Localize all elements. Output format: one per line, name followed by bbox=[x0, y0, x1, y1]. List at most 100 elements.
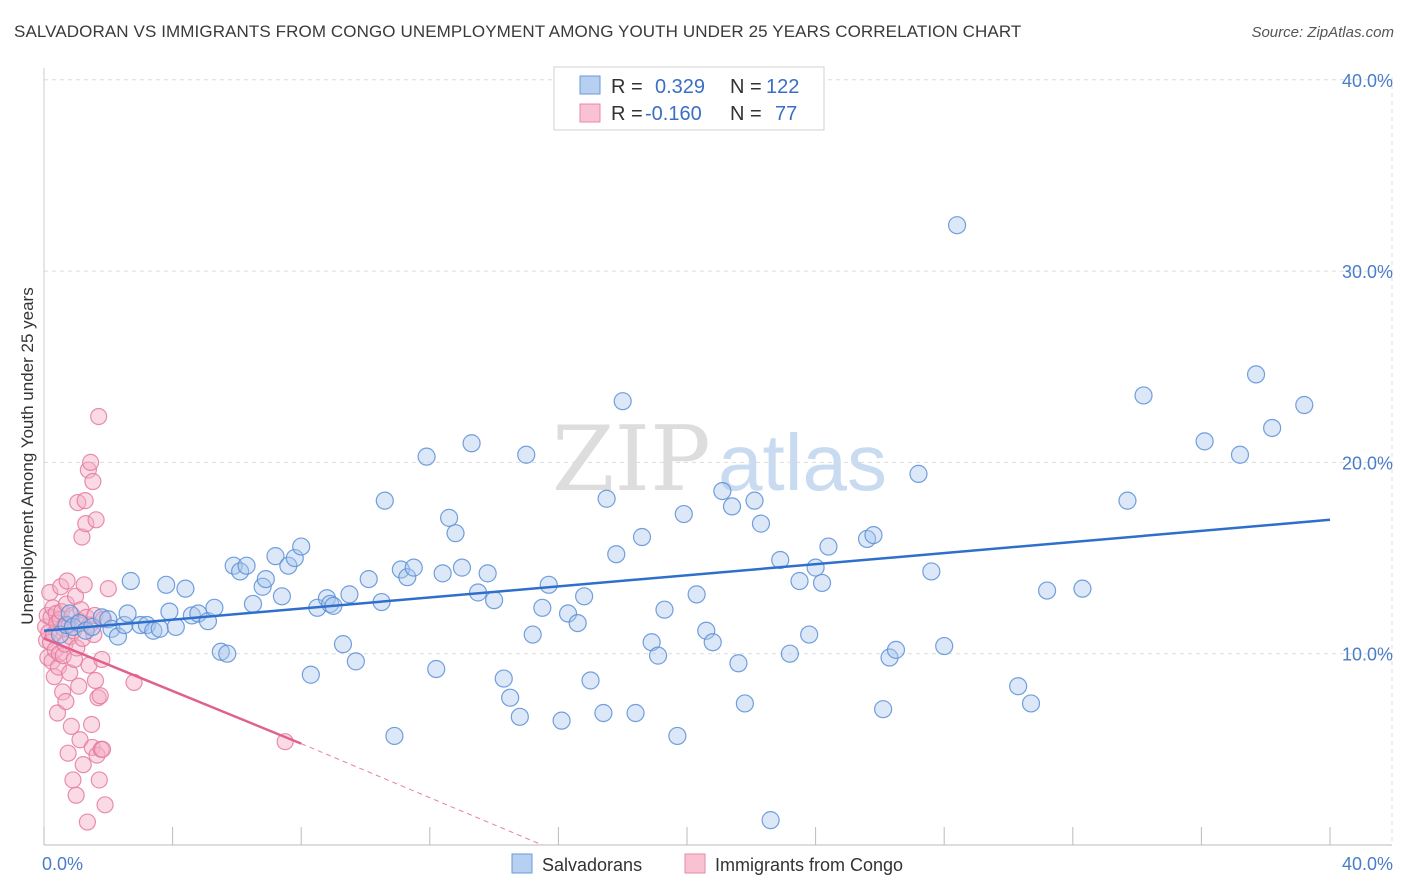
x-tick-labels: 0.0% 40.0% bbox=[42, 854, 1393, 874]
salvadoran-point bbox=[729, 654, 748, 673]
salvadoran-point bbox=[780, 644, 799, 663]
salvadoran-point bbox=[819, 537, 838, 556]
salvadoran-point bbox=[118, 604, 137, 623]
salvadoran-point bbox=[182, 606, 201, 625]
salvadoran-point bbox=[176, 579, 195, 598]
salvadoran-point bbox=[292, 537, 311, 556]
salvadoran-point bbox=[1134, 386, 1153, 405]
salvadoran-point bbox=[668, 726, 687, 746]
series-salvadorans bbox=[50, 216, 1314, 830]
y-tick-label: 10.0% bbox=[1342, 645, 1393, 665]
salvadoran-point bbox=[1118, 491, 1137, 510]
salvadoran-point bbox=[157, 575, 176, 594]
salvadoran-point bbox=[375, 491, 394, 510]
x-tick-label: 40.0% bbox=[1342, 854, 1393, 874]
legend-box: R = 0.329 N = 122 R = -0.160 N = 77 bbox=[553, 66, 825, 131]
salvadoran-point bbox=[568, 613, 587, 633]
legend-n-value-1: 122 bbox=[766, 76, 799, 98]
salvadoran-point bbox=[462, 434, 481, 453]
congo-trend-extension bbox=[301, 743, 543, 846]
salvadoran-point bbox=[439, 508, 459, 527]
salvadoran-point bbox=[648, 646, 668, 665]
salvadoran-point bbox=[947, 216, 967, 235]
salvadoran-point bbox=[398, 568, 417, 587]
salvadoran-point bbox=[1037, 581, 1057, 600]
salvadoran-point bbox=[575, 587, 594, 606]
salvadoran-point bbox=[150, 619, 169, 638]
salvadoran-point bbox=[1009, 677, 1028, 696]
salvadoran-point bbox=[597, 489, 616, 508]
trend-lines bbox=[43, 518, 1331, 846]
congo-point bbox=[90, 407, 108, 426]
salvadoran-point bbox=[485, 591, 504, 610]
salvadoran-point bbox=[523, 625, 542, 644]
salvadoran-point bbox=[404, 558, 423, 577]
legend-n-label-1: N = bbox=[730, 76, 762, 98]
salvadoran-point bbox=[510, 707, 529, 726]
salvadoran-point bbox=[533, 598, 552, 617]
salvadoran-point bbox=[1073, 579, 1092, 598]
bottom-legend-swatch-blue bbox=[511, 853, 533, 874]
salvadoran-point bbox=[751, 514, 771, 533]
congo-point bbox=[70, 677, 88, 695]
salvadoran-point bbox=[539, 575, 558, 594]
salvadoran-point bbox=[517, 445, 536, 464]
salvadoran-point bbox=[1021, 694, 1041, 713]
salvadoran-point bbox=[272, 587, 292, 606]
axes bbox=[43, 68, 1392, 846]
salvadoran-point bbox=[806, 558, 825, 577]
salvadoran-point bbox=[256, 569, 275, 589]
congo-point bbox=[96, 796, 114, 814]
salvadoran-point bbox=[655, 600, 674, 619]
salvadoran-point bbox=[703, 633, 722, 652]
congo-point bbox=[91, 687, 109, 705]
y-tick-label: 20.0% bbox=[1342, 453, 1393, 473]
y-axis-label: Unemployment Among Youth under 25 years bbox=[18, 287, 37, 624]
salvadoran-point bbox=[812, 573, 832, 593]
congo-point bbox=[82, 715, 101, 734]
salvadoran-point bbox=[761, 811, 780, 830]
congo-point bbox=[84, 472, 102, 491]
bottom-legend-swatch-pink bbox=[684, 853, 706, 874]
salvadoran-point bbox=[735, 694, 754, 713]
congo-point bbox=[73, 528, 91, 546]
salvadoran-point bbox=[452, 558, 472, 577]
salvadoran-point bbox=[1230, 445, 1250, 464]
salvadoran-point bbox=[340, 585, 359, 604]
salvadoran-point bbox=[558, 604, 578, 623]
legend-n-value-2: 77 bbox=[775, 103, 797, 125]
congo-point bbox=[87, 511, 105, 529]
chart-title: SALVADORAN VS IMMIGRANTS FROM CONGO UNEM… bbox=[14, 22, 1022, 41]
salvadoran-point bbox=[60, 604, 79, 623]
salvadoran-point bbox=[581, 671, 600, 690]
salvadoran-point bbox=[478, 564, 497, 583]
salvadoran-point bbox=[886, 640, 906, 659]
salvadoran-point bbox=[745, 491, 764, 510]
salvadoran-point bbox=[594, 703, 613, 723]
salvadoran-point bbox=[1295, 395, 1314, 415]
congo-point bbox=[90, 771, 108, 789]
congo-point bbox=[82, 453, 100, 471]
legend-swatch-pink bbox=[579, 103, 601, 123]
watermark: ZIP atlas bbox=[552, 407, 887, 512]
salvadoran-point bbox=[800, 625, 819, 644]
salvadoran-point bbox=[218, 644, 237, 663]
salvadoran-point bbox=[1263, 418, 1282, 438]
congo-point bbox=[78, 813, 97, 831]
watermark-atlas: atlas bbox=[718, 418, 887, 507]
salvadoran-point bbox=[285, 548, 304, 568]
salvadoran-point bbox=[922, 562, 941, 581]
salvadoran-point bbox=[864, 525, 883, 545]
salvadoran-point bbox=[237, 556, 256, 575]
salvadorans-trend-line bbox=[43, 518, 1331, 632]
congo-point bbox=[48, 704, 67, 722]
congo-point bbox=[58, 572, 76, 590]
salvadoran-point bbox=[494, 669, 513, 688]
congo-trend-line bbox=[43, 637, 302, 745]
salvadoran-point bbox=[790, 571, 809, 591]
salvadoran-point bbox=[301, 665, 320, 684]
salvadoran-point bbox=[501, 688, 520, 707]
salvadoran-point bbox=[674, 504, 693, 524]
congo-point bbox=[64, 771, 82, 789]
